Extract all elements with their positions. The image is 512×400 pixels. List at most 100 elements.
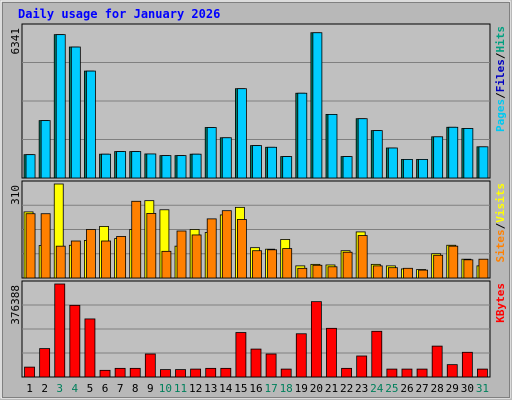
- panel-axis-label: KBytes: [494, 283, 507, 323]
- x-tick-label-day-25: 25: [385, 382, 398, 395]
- x-tick-label-day-28: 28: [431, 382, 444, 395]
- bar-kbytes-day-6: [99, 369, 111, 378]
- panel-kbytes: 376388 KBytes: [9, 280, 507, 378]
- x-tick-label-day-1: 1: [26, 382, 33, 395]
- bar-sites-day-2: [40, 213, 51, 279]
- bar-sites-day-23: [357, 235, 368, 279]
- x-tick-label-day-30: 30: [461, 382, 474, 395]
- bar-sites-day-19: [297, 267, 308, 279]
- bar-files-day-27: [418, 159, 428, 179]
- bar-files-day-24: [372, 130, 383, 179]
- bar-sites-day-27: [418, 269, 428, 279]
- x-tick-label-day-13: 13: [204, 382, 217, 395]
- bar-sites-day-22: [342, 251, 353, 279]
- bar-kbytes-day-9: [144, 353, 156, 378]
- bar-kbytes-day-22: [341, 367, 352, 378]
- panel-max-label: 6341: [9, 28, 22, 55]
- bar-kbytes-day-2: [39, 348, 51, 378]
- bar-sites-day-13: [206, 218, 217, 279]
- bar-files-day-8: [131, 151, 142, 179]
- bar-sites-day-16: [252, 250, 262, 279]
- x-tick-label-day-3: 3: [56, 382, 63, 395]
- bar-files-day-29: [448, 126, 459, 179]
- x-tick-label-day-17: 17: [264, 382, 277, 395]
- bar-sites-day-8: [131, 200, 142, 279]
- bar-kbytes-day-16: [250, 348, 262, 378]
- bar-kbytes-day-7: [114, 367, 126, 378]
- bar-files-day-19: [297, 92, 308, 179]
- bar-kbytes-day-28: [431, 345, 443, 378]
- x-tick-label-day-27: 27: [415, 382, 428, 395]
- bar-kbytes-day-13: [205, 367, 217, 378]
- bar-kbytes-day-18: [280, 368, 292, 378]
- x-tick-label-day-9: 9: [147, 382, 154, 395]
- bar-files-day-15: [237, 88, 247, 179]
- bar-kbytes-day-27: [416, 368, 428, 378]
- bar-kbytes-day-17: [265, 353, 277, 378]
- bar-kbytes-day-11: [175, 369, 186, 378]
- x-tick-label-day-31: 31: [476, 382, 489, 395]
- bar-kbytes-day-30: [461, 351, 473, 378]
- bar-files-day-9: [146, 153, 157, 179]
- bar-files-day-4: [70, 46, 81, 179]
- axis-label-part: Files: [494, 59, 507, 92]
- bar-kbytes-day-3: [54, 283, 66, 378]
- x-tick-label-day-22: 22: [340, 382, 353, 395]
- x-tick-label-day-19: 19: [295, 382, 308, 395]
- bar-files-day-6: [101, 153, 111, 179]
- panel-max-label: 376388: [9, 285, 22, 325]
- bar-files-day-16: [252, 145, 262, 179]
- axis-label-part: /: [494, 222, 507, 229]
- bar-kbytes-day-15: [235, 332, 247, 378]
- bar-files-day-26: [403, 159, 413, 179]
- bar-sites-day-9: [146, 213, 157, 279]
- bar-sites-day-21: [327, 266, 338, 279]
- bar-sites-day-28: [433, 254, 444, 279]
- bar-files-day-20: [312, 32, 323, 179]
- bar-sites-day-14: [221, 210, 232, 279]
- x-tick-label-day-21: 21: [325, 382, 338, 395]
- bar-kbytes-day-19: [295, 333, 307, 378]
- bar-kbytes-day-4: [69, 304, 81, 378]
- bar-files-day-21: [327, 114, 338, 179]
- bar-sites-day-10: [161, 250, 172, 279]
- bar-files-day-12: [191, 153, 202, 179]
- panel-sites-visits: 310 Sites/Visits: [9, 180, 507, 279]
- bar-sites-day-30: [463, 259, 474, 279]
- bar-kbytes-day-24: [371, 330, 383, 378]
- axis-label-part: Sites: [494, 229, 507, 262]
- axis-label-part: /: [494, 52, 507, 59]
- bar-kbytes-day-1: [24, 366, 35, 378]
- x-tick-label-day-5: 5: [87, 382, 94, 395]
- bar-kbytes-day-20: [310, 301, 322, 378]
- bar-files-day-28: [433, 136, 444, 179]
- bar-files-day-13: [206, 127, 217, 179]
- x-tick-label-day-26: 26: [400, 382, 413, 395]
- bar-files-day-10: [161, 155, 172, 179]
- bar-kbytes-day-25: [386, 368, 398, 378]
- x-tick-label-day-18: 18: [280, 382, 293, 395]
- bar-files-day-23: [357, 118, 368, 179]
- bar-kbytes-day-8: [129, 367, 141, 378]
- panel-max-label: 310: [9, 185, 22, 205]
- bar-kbytes-day-10: [160, 369, 171, 378]
- bar-kbytes-day-5: [84, 318, 96, 378]
- bar-files-day-2: [40, 120, 51, 179]
- bar-files-day-17: [267, 146, 277, 179]
- x-tick-label-day-11: 11: [174, 382, 187, 395]
- bar-sites-day-7: [116, 236, 127, 279]
- bar-sites-day-17: [267, 249, 277, 279]
- bar-sites-day-15: [237, 219, 247, 279]
- bar-files-day-5: [86, 70, 96, 179]
- axis-label-part: KBytes: [494, 283, 507, 323]
- bar-files-day-22: [342, 156, 353, 179]
- x-tick-label-day-20: 20: [310, 382, 323, 395]
- bar-sites-day-24: [372, 265, 383, 279]
- bar-sites-day-4: [70, 240, 81, 279]
- bar-kbytes-day-31: [477, 368, 488, 378]
- bar-sites-day-5: [86, 229, 96, 279]
- x-tick-label-day-10: 10: [159, 382, 172, 395]
